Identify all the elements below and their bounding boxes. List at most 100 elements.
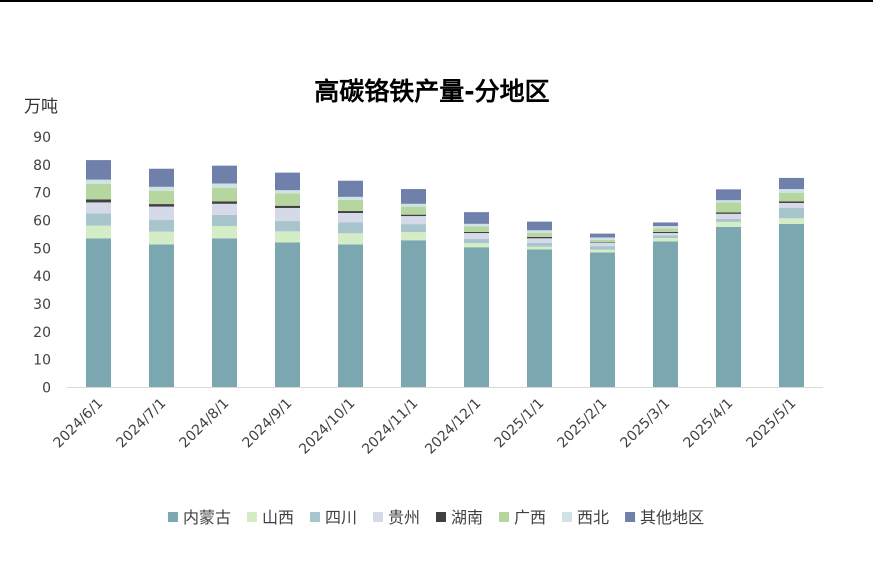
bar-segment [86,225,111,239]
legend-swatch [436,512,446,522]
legend-swatch [309,512,320,522]
bar-segment [401,216,426,225]
bar-segment [86,213,111,226]
x-tick-label: 2025/2/1 [555,396,611,452]
x-tick-label: 2024/12/1 [422,396,484,458]
x-tick-label: 2025/1/1 [492,396,548,452]
legend-item: 内蒙古 [167,508,231,527]
bar-segment [212,183,237,188]
bar-stack [653,222,678,388]
x-tick-label: 2024/9/1 [240,396,296,452]
legend-swatch [625,512,636,522]
x-tick-label: 2025/4/1 [681,396,737,452]
bar-segment [401,232,426,241]
bar-segment [149,186,174,191]
x-tick-label: 2024/10/1 [296,396,358,458]
legend-item: 西北 [562,508,609,527]
bar-segment [716,189,741,201]
bar-segment [716,200,741,203]
bar-segment [275,190,300,194]
bar-segment [779,202,804,208]
bar-segment [716,202,741,213]
legend-swatch [499,512,510,522]
legend-swatch [372,512,383,522]
bar-stack [716,189,741,388]
bar-segment [401,214,426,217]
bar-segment [149,204,174,207]
bar-stack [401,189,426,388]
bar-segment [338,244,363,388]
bar-segment [149,231,174,245]
bar-segment [212,226,237,239]
chart-title: 高碳铬铁产量-分地区 [314,77,549,106]
y-tick-label: 50 [33,241,51,257]
legend-item: 山西 [246,508,294,527]
bar-segment [338,196,363,200]
bar-stack [590,233,615,388]
legend-item: 广西 [499,508,546,527]
bar-stack [338,180,363,388]
bar-segment [338,233,363,245]
bar-segment [716,213,741,219]
bar-segment [527,238,552,243]
bar-segment [464,226,489,232]
bar-stack [86,160,111,388]
y-tick-label: 20 [33,325,51,341]
bar-stack [779,177,804,388]
legend-label: 广西 [514,508,546,527]
y-tick-label: 80 [33,158,51,174]
bar-segment [212,238,237,388]
bar-segment [653,238,678,242]
legend-label: 西北 [577,508,609,527]
bar-segment [653,235,678,239]
bar-segment [590,252,615,388]
y-tick-label: 10 [33,353,51,369]
bar-segment [275,221,300,232]
bar-segment [716,218,741,222]
bar-segment [86,179,111,184]
bar-stack [149,168,174,388]
legend-label: 湖南 [451,508,483,527]
bar-segment [464,223,489,227]
bar-segment [590,242,615,247]
x-axis-ticks: 2024/6/1 2024/7/1 2024/8/1 2024/9/1 2024/10/… [51,396,800,458]
legend-label: 贵州 [388,508,420,527]
bar-segment [779,177,804,190]
bar-segment [401,240,426,388]
bar-segment [212,165,237,184]
bar-segment [779,218,804,224]
bar-segment [590,249,615,253]
bar-segment [275,193,300,206]
legend-label: 其他地区 [640,508,704,527]
bar-segment [275,207,300,222]
bar-stack [275,172,300,388]
bar-segment [527,230,552,233]
bar-segment [338,180,363,197]
bar-segment [149,168,174,187]
bar-segment [779,192,804,202]
bar-segment [527,236,552,239]
bar-segment [86,238,111,388]
bar-segment [275,172,300,191]
bar-segment [527,249,552,388]
bar-segment [590,239,615,242]
legend-item: 贵州 [372,508,420,527]
y-tick-label: 40 [33,269,51,285]
bar-segment [401,206,426,215]
y-axis-ticks: 0 10 20 30 40 50 60 70 80 90 [33,130,51,397]
legend-swatch [562,512,573,522]
bar-segment [779,223,804,388]
bar-segment [149,244,174,388]
y-tick-label: 0 [42,381,51,397]
bar-segment [338,199,363,212]
bar-segment [338,212,363,223]
bar-segment [716,212,741,214]
bar-segment [779,207,804,219]
y-tick-label: 70 [33,186,51,202]
y-tick-label: 60 [33,214,51,230]
legend-label: 山西 [262,508,294,527]
x-tick-label: 2024/6/1 [51,396,107,452]
x-tick-label: 2024/8/1 [177,396,233,452]
bar-segment [401,203,426,207]
